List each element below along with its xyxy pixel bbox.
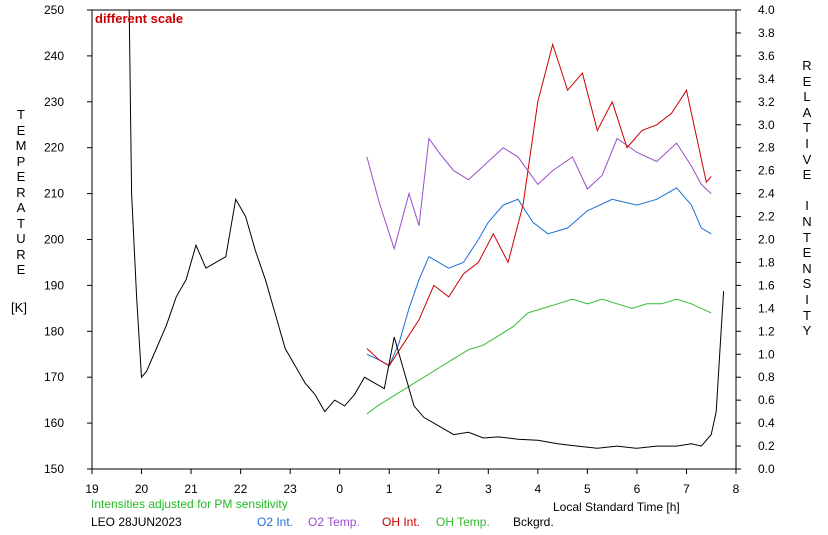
y-left-label-letter: R: [16, 246, 26, 262]
y-right-label-letter: T: [803, 307, 811, 323]
right-tick-label: 1.4: [758, 301, 775, 315]
left-tick-label: 190: [44, 278, 64, 292]
left-axis-ticks: 150 160 170 180 190 200 210 220 230 240 250: [44, 3, 92, 476]
series-line-o2-int: [366, 187, 712, 367]
left-tick-label: 230: [44, 95, 64, 109]
x-tick-label: 4: [535, 482, 542, 496]
y-right-label-letter: Y: [802, 323, 812, 339]
left-tick-label: 220: [44, 141, 64, 155]
right-tick-label: 3.0: [758, 118, 775, 132]
left-tick-label: 200: [44, 233, 64, 247]
y-left-label-letter: E: [16, 122, 26, 138]
y-right-label-letter: E: [802, 245, 812, 261]
y-left-label-letter: E: [16, 169, 26, 184]
y-right-label-letter: I: [805, 198, 809, 214]
y-right-label-letter: E: [802, 73, 812, 89]
right-tick-label: 1.8: [758, 255, 775, 269]
y-right-label-letter: A: [802, 104, 812, 120]
y-left-label-letter: E: [16, 262, 26, 277]
y-left-label-letter: A: [16, 200, 26, 215]
x-tick-label: 2: [435, 482, 442, 496]
right-tick-label: 0.0: [758, 462, 775, 476]
left-tick-label: 170: [44, 370, 64, 384]
x-tick-label: 6: [634, 482, 641, 496]
x-tick-label: 23: [283, 482, 297, 496]
series-line-bckgrd: [128, 9, 725, 449]
right-tick-label: 3.6: [758, 49, 775, 63]
y-right-label-letter: T: [803, 120, 811, 136]
x-tick-label: 22: [234, 482, 248, 496]
right-tick-label: 1.2: [758, 324, 775, 338]
legend-entry: Bckgrd.: [513, 515, 554, 529]
y-left-label-letter: T: [17, 215, 25, 231]
x-axis-label: Local Standard Time [h]: [553, 500, 680, 514]
y-left-label-letter: R: [16, 184, 26, 200]
right-tick-label: 1.6: [758, 278, 775, 292]
station-date-label: LEO 28JUN2023: [91, 515, 182, 529]
y-left-label-letter: M: [15, 138, 27, 153]
right-axis-ticks: 0.0 0.2 0.4 0.6 0.8 1.0 1.2 1.4 1.6 1.8 2.0 2.2 2.4 2…: [736, 3, 775, 476]
legend-entry: OH Int.: [382, 515, 421, 529]
series-line-oh-int: [366, 42, 712, 367]
y-left-label-letter: P: [16, 153, 26, 169]
right-tick-label: 1.0: [758, 347, 775, 361]
sensitivity-note: Intensities adjusted for PM sensitivity: [91, 497, 288, 511]
y-left-label-letter: U: [16, 231, 26, 246]
x-tick-label: 20: [135, 482, 149, 496]
x-tick-label: 5: [584, 482, 591, 496]
series-line-o2-temp: [366, 137, 712, 251]
right-tick-label: 2.6: [758, 164, 775, 178]
y-left-unit: [K]: [11, 300, 27, 315]
right-tick-label: 0.4: [758, 416, 775, 430]
chart-annotation: different scale: [95, 11, 184, 26]
plot-frame: [91, 9, 737, 470]
y-right-label-letter: N: [802, 214, 812, 229]
right-tick-label: 3.4: [758, 72, 775, 86]
right-tick-label: 0.8: [758, 370, 775, 384]
legend-entry: O2 Int.: [257, 515, 294, 529]
y-right-label-letter: T: [803, 229, 811, 245]
right-tick-label: 3.8: [758, 26, 775, 40]
y-left-label-letter: T: [17, 107, 25, 122]
y-right-label-letter: I: [805, 292, 809, 307]
right-tick-label: 3.2: [758, 95, 775, 109]
left-tick-label: 240: [44, 49, 64, 63]
x-tick-label: 7: [683, 482, 690, 496]
x-axis-ticks: 19 20 21 22 23 0 1 2 3 4 5 6 7 8: [85, 469, 740, 496]
x-tick-label: 8: [733, 482, 740, 496]
y-right-label-letter: N: [802, 260, 812, 276]
right-tick-label: 0.2: [758, 439, 775, 453]
legend-entry: OH Temp.: [436, 515, 490, 529]
y-right-label-letter: I: [805, 136, 809, 151]
x-tick-label: 21: [184, 482, 198, 496]
right-tick-label: 2.8: [758, 141, 775, 155]
x-tick-label: 0: [336, 482, 343, 496]
x-tick-label: 1: [386, 482, 393, 496]
left-tick-label: 180: [44, 324, 64, 338]
y-right-label-letter: E: [802, 167, 812, 183]
right-tick-label: 2.2: [758, 210, 775, 224]
left-tick-label: 160: [44, 416, 64, 430]
right-tick-label: 2.0: [758, 233, 775, 247]
right-tick-label: 0.6: [758, 393, 775, 407]
right-tick-label: 2.4: [758, 187, 775, 201]
x-tick-label: 3: [485, 482, 492, 496]
y-right-label-letter: L: [803, 89, 811, 105]
left-tick-label: 150: [44, 462, 64, 476]
y-right-label-letter: R: [802, 58, 812, 73]
y-right-label-letter: S: [802, 276, 812, 292]
left-tick-label: 210: [44, 187, 64, 201]
x-tick-label: 19: [85, 482, 99, 496]
series-lines: [128, 9, 725, 449]
legend-entry: O2 Temp.: [308, 515, 360, 529]
right-tick-label: 4.0: [758, 3, 775, 17]
series-line-oh-temp: [366, 298, 712, 415]
y-right-label-letter: V: [802, 151, 812, 167]
left-tick-label: 250: [44, 3, 64, 17]
